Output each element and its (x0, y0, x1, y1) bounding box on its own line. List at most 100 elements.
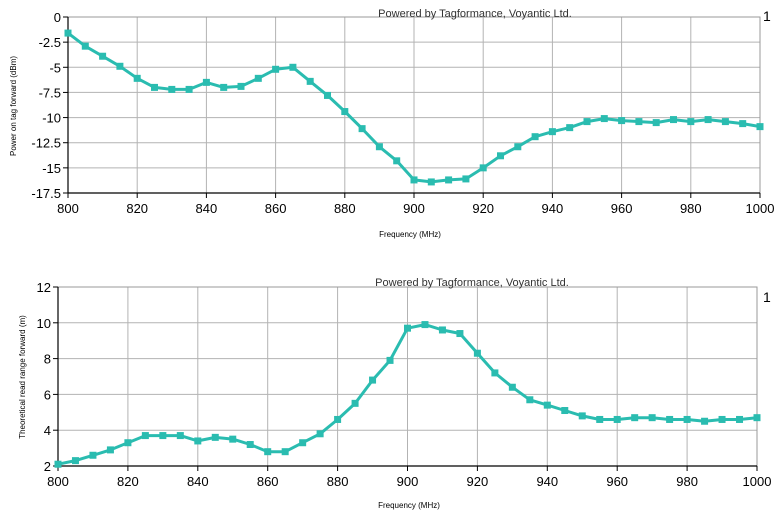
power-chart-data-point (202, 78, 210, 86)
power-chart-data-point (600, 115, 608, 123)
read-range-chart-x-axis-label: Frequency (MHz) (378, 501, 440, 510)
power-chart-x-tick-label: 880 (334, 201, 356, 216)
power-chart-data-point (687, 118, 695, 126)
power-chart-x-tick-label: 820 (126, 201, 148, 216)
power-chart-data-point (116, 62, 124, 70)
power-chart-data-point (618, 117, 626, 125)
read-range-chart-data-point (718, 415, 726, 423)
power-chart-data-point (652, 119, 660, 127)
read-range-chart-data-point (508, 383, 516, 391)
read-range-chart-data-point (648, 414, 656, 422)
read-range-chart-data-point (578, 412, 586, 420)
power-chart-series (64, 29, 764, 186)
power-chart-data-point (168, 85, 176, 93)
power-chart-data-point (254, 74, 262, 82)
read-range-chart-data-point (71, 457, 79, 465)
power-chart-credit: Powered by Tagformance, Voyantic Ltd. (378, 8, 572, 20)
read-range-chart-data-point (229, 435, 237, 443)
read-range-chart-data-point (683, 415, 691, 423)
power-chart-data-point (306, 77, 314, 85)
power-chart-x-tick-label: 980 (680, 201, 702, 216)
power-chart-y-tick-label: -12.5 (31, 136, 61, 151)
power-chart-x-tick-label: 920 (472, 201, 494, 216)
power-chart-x-tick-label: 840 (196, 201, 218, 216)
power-chart-y-axis-label: Power on tag forward (dBm) (9, 56, 18, 156)
read-range-chart-y-tick-label: 6 (44, 387, 51, 402)
read-range-chart-data-point (334, 415, 342, 423)
read-range-chart-data-point (631, 414, 639, 422)
read-range-chart-data-point (666, 415, 674, 423)
power-chart-y-tick-label: -17.5 (31, 186, 61, 201)
power-chart-data-point (393, 157, 401, 165)
read-range-chart-data-point (106, 446, 114, 454)
read-range-chart-grid (57, 286, 758, 467)
power-chart-data-point (133, 74, 141, 82)
power-chart-y-ticks: 0 -2.5 -5 -7.5 -10 -12.5 -15 -17.5 (31, 10, 68, 201)
power-chart-data-point (670, 116, 677, 124)
power-chart-data-point (756, 123, 764, 131)
power-chart-data-point (358, 125, 366, 133)
read-range-chart-data-point (596, 415, 604, 423)
power-chart-x-tick-label: 1000 (746, 201, 775, 216)
power-chart-legend-label: 1 (763, 8, 771, 24)
read-range-chart-x-tick-label: 960 (606, 474, 628, 489)
power-chart-data-point (462, 175, 470, 183)
power-chart-data-point (583, 118, 591, 126)
power-chart-data-point (220, 83, 228, 91)
read-range-chart-credit: Powered by Tagformance, Voyantic Ltd. (375, 277, 569, 289)
power-chart-y-tick-label: -5 (49, 60, 61, 75)
power-chart-y-tick-label: 0 (54, 10, 61, 25)
read-range-chart-data-point (438, 326, 446, 334)
read-range-chart-data-point (369, 376, 377, 384)
read-range-chart-y-axis-label: Theoretical read range forward (m) (18, 315, 27, 439)
read-range-chart-x-tick-label: 860 (257, 474, 279, 489)
read-range-chart-data-point (456, 330, 464, 338)
read-range-chart-data-point (421, 321, 429, 329)
read-range-chart-data-point (491, 369, 499, 377)
power-chart-data-point (341, 108, 349, 116)
read-range-chart-x-tick-label: 900 (397, 474, 419, 489)
read-range-chart-y-tick-label: 2 (44, 459, 51, 474)
power-chart-data-point (427, 178, 435, 186)
power-chart-x-tick-label: 940 (542, 201, 564, 216)
power-chart-data-point (531, 133, 539, 141)
power-chart-data-point (721, 118, 729, 126)
power-chart-data-point (185, 85, 193, 93)
read-range-chart-data-point (89, 451, 97, 459)
read-range-chart-data-point (701, 417, 709, 425)
read-range-chart-data-point (543, 401, 551, 409)
power-chart: 800 820 840 860 880 900 920 940 960 980 1000 0 -2.5… (9, 8, 774, 239)
power-chart-data-point (324, 91, 331, 99)
read-range-chart-data-point (386, 356, 394, 364)
read-range-chart-x-tick-label: 940 (536, 474, 558, 489)
power-chart-x-tick-label: 860 (265, 201, 287, 216)
read-range-chart-data-point (159, 432, 167, 440)
power-chart-y-tick-label: -7.5 (39, 85, 61, 100)
read-range-chart: 800 820 840 860 880 900 920 940 960 980 1000 2 4 6 8 1… (18, 277, 771, 510)
power-chart-x-tick-label: 960 (611, 201, 633, 216)
read-range-chart-data-point (194, 437, 202, 445)
power-chart-data-point (514, 143, 522, 151)
power-chart-x-tick-label: 900 (403, 201, 425, 216)
read-range-chart-data-point (141, 432, 149, 440)
power-chart-grid (67, 16, 761, 194)
read-range-chart-data-point (316, 430, 324, 438)
power-chart-data-point (289, 63, 297, 71)
read-range-chart-x-tick-label: 840 (187, 474, 209, 489)
power-chart-data-point (566, 124, 574, 132)
power-chart-y-tick-label: -2.5 (39, 35, 61, 50)
read-range-chart-data-point (281, 448, 289, 456)
read-range-chart-data-point (736, 415, 744, 423)
power-chart-data-point (151, 83, 158, 91)
power-chart-x-tick-label: 800 (57, 201, 79, 216)
read-range-chart-data-point (404, 324, 411, 332)
read-range-chart-data-point (246, 441, 254, 449)
read-range-chart-x-ticks: 800 820 840 860 880 900 920 940 960 980 1000 (47, 466, 771, 489)
read-range-chart-data-point (124, 439, 132, 447)
read-range-chart-y-ticks: 2 4 6 8 10 12 (37, 280, 58, 474)
power-chart-data-point (64, 29, 72, 37)
read-range-chart-series (54, 321, 761, 468)
power-chart-data-point (237, 82, 245, 90)
read-range-chart-x-tick-label: 800 (47, 474, 69, 489)
